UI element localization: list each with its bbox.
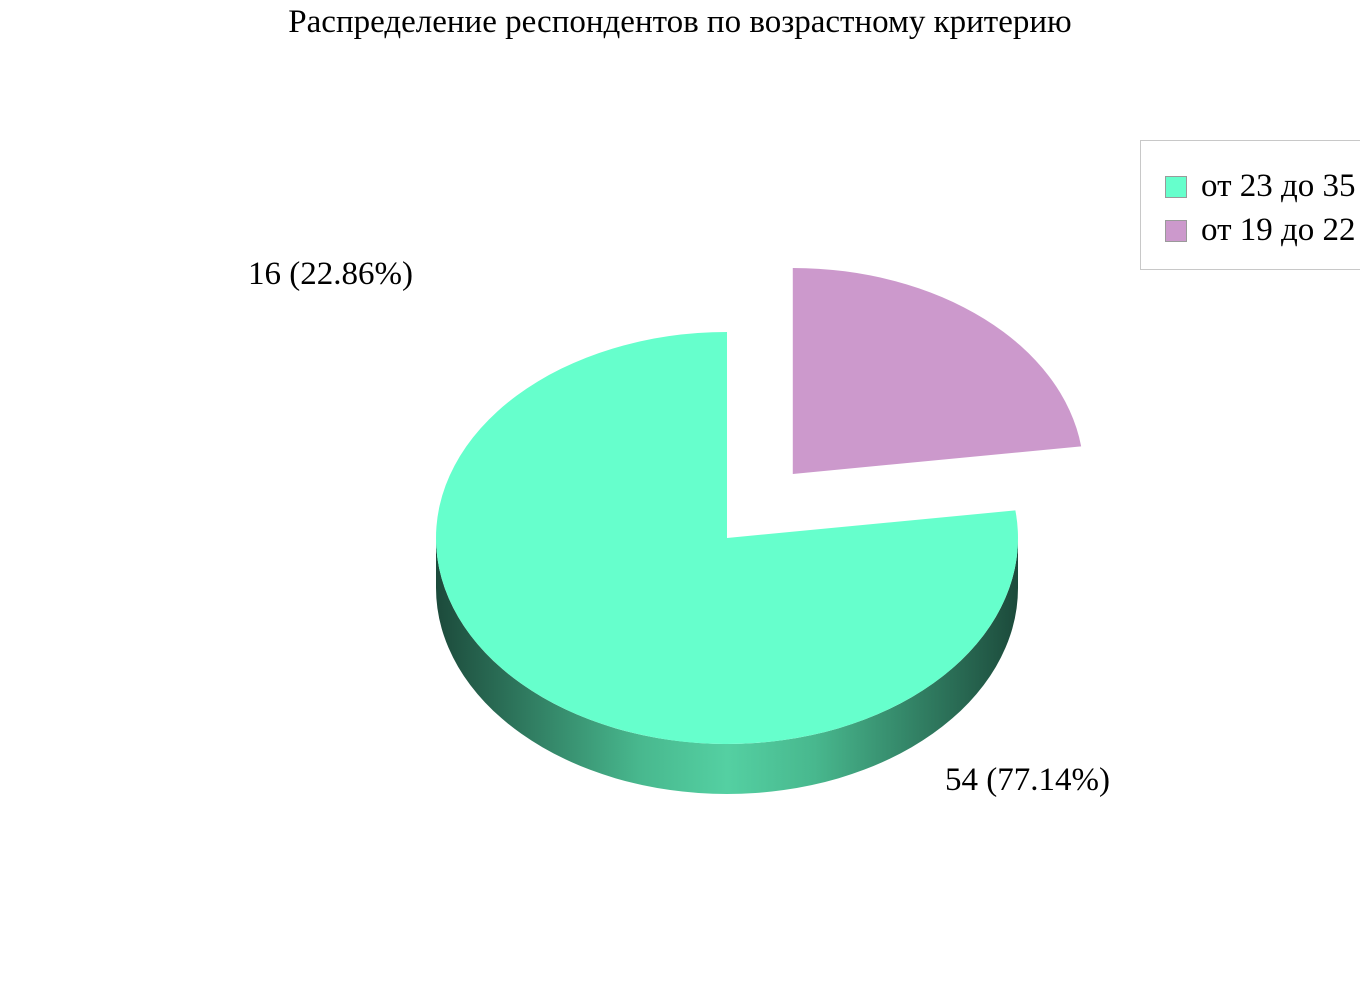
data-label: 54 (77.14%) [945, 762, 1110, 798]
legend-swatch [1165, 176, 1187, 198]
legend-swatch [1165, 220, 1187, 242]
slice-side-wall [436, 538, 1018, 794]
legend: от 23 до 35 от 19 до 22 [1140, 140, 1360, 270]
pie-slice [792, 267, 1082, 474]
pie-slice [436, 332, 1019, 794]
slice-top [436, 332, 1019, 744]
legend-item: от 19 до 22 [1165, 212, 1356, 248]
legend-item: от 23 до 35 [1165, 168, 1356, 204]
legend-label: от 23 до 35 [1201, 168, 1356, 204]
legend-label: от 19 до 22 [1201, 212, 1356, 248]
slice-top [792, 267, 1082, 474]
data-label: 16 (22.86%) [248, 256, 413, 292]
chart-title: Распределение респондентов по возрастном… [288, 4, 1072, 40]
